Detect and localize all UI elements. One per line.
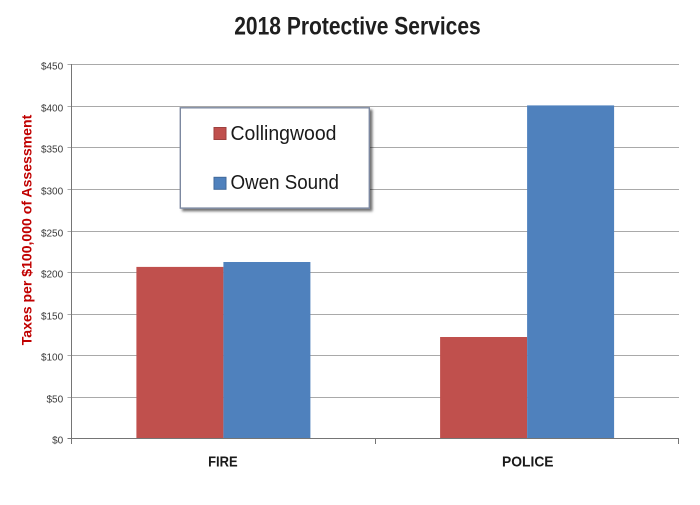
svg-text:$400: $400 [41, 104, 64, 115]
svg-text:Collingwood: Collingwood [231, 123, 337, 145]
svg-text:$300: $300 [41, 187, 64, 198]
svg-text:$50: $50 [47, 395, 64, 406]
svg-text:Owen Sound: Owen Sound [231, 172, 340, 194]
svg-text:$100: $100 [41, 353, 64, 364]
svg-text:$250: $250 [41, 229, 64, 240]
svg-text:FIRE: FIRE [208, 454, 238, 470]
svg-text:$200: $200 [41, 270, 64, 281]
svg-text:2018 Protective Services: 2018 Protective Services [234, 13, 481, 41]
svg-text:$150: $150 [41, 312, 64, 323]
svg-text:$450: $450 [41, 62, 64, 73]
svg-text:$350: $350 [41, 145, 64, 156]
svg-text:POLICE: POLICE [502, 454, 554, 470]
svg-text:$0: $0 [52, 436, 64, 447]
svg-text:Taxes per $100,000 of Assessme: Taxes per $100,000 of Assessment [19, 114, 34, 345]
